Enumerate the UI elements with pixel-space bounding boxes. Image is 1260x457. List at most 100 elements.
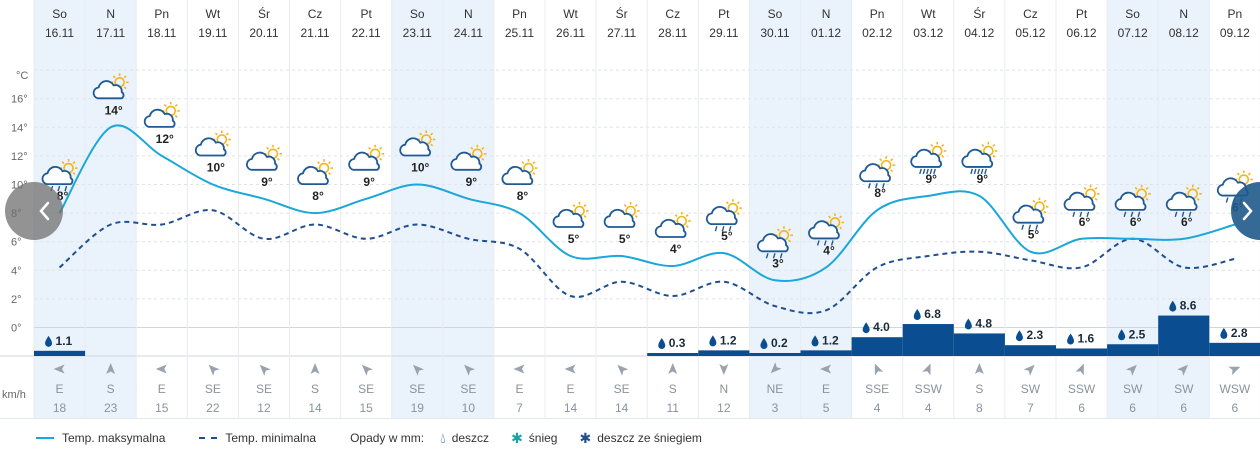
raindrop-icon	[964, 318, 972, 330]
cloud-icon	[1114, 191, 1147, 211]
temp-max-label: 8°	[312, 189, 324, 203]
rain-streak	[1174, 211, 1178, 218]
rain-streak	[1072, 211, 1076, 218]
temp-max-label: 12°	[156, 132, 174, 146]
sun-ray	[1196, 186, 1200, 190]
cloud-icon	[910, 148, 942, 168]
weekend-column	[85, 0, 137, 418]
rain-icon	[41, 159, 78, 192]
wind-arrow-icon	[564, 364, 576, 374]
wind-direction: SW	[1021, 382, 1041, 396]
rain-icon	[859, 156, 896, 189]
raindrop-icon	[760, 338, 768, 349]
day-date: 05.12	[1015, 26, 1045, 40]
sun-ray	[328, 172, 331, 176]
wind-speed: 6	[1129, 401, 1136, 415]
rain-streak	[714, 225, 718, 232]
rain-streak	[922, 168, 926, 175]
cloud-icon	[1012, 204, 1045, 224]
wind-direction: SE	[614, 382, 630, 396]
wind-direction: E	[158, 382, 166, 396]
rain-streak	[772, 253, 776, 259]
rain-streak	[1035, 224, 1039, 230]
wind-arrow-shape	[1228, 366, 1241, 376]
day-date: 06.12	[1067, 26, 1097, 40]
rain-streak	[919, 168, 922, 175]
wind-arrow-shape	[564, 364, 576, 374]
day-name: Wt	[921, 7, 936, 21]
precip-bar	[698, 350, 750, 356]
precip-value: 1.1	[45, 334, 73, 348]
cloud-icon	[245, 151, 278, 171]
sun-ray	[174, 103, 178, 107]
legend-precip-label: Opady w mm:	[350, 431, 425, 445]
prev-button[interactable]	[5, 182, 63, 240]
rain-streak	[977, 168, 981, 175]
precip-value: 1.2	[811, 333, 839, 347]
wind-arrow-shape	[1125, 364, 1137, 376]
day-date: 16.11	[45, 26, 74, 40]
rain-streak	[816, 240, 820, 246]
precip-label: 2.3	[1026, 328, 1043, 342]
sun-ray	[685, 225, 689, 228]
y-tick-label: 0°	[11, 323, 22, 335]
precip-value: 4.0	[862, 320, 890, 334]
cloud-icon	[501, 165, 534, 185]
rain-icon	[1063, 184, 1100, 218]
precip-bar	[953, 333, 1005, 356]
wind-speed: 22	[206, 401, 220, 415]
sun-ray	[828, 215, 832, 219]
temp-max-label: 9°	[926, 172, 938, 186]
rain-streak	[64, 185, 68, 192]
wind-speed: 5	[823, 401, 830, 415]
precip-bar	[647, 353, 699, 356]
wind-direction: S	[311, 382, 319, 396]
day-name: Cz	[1023, 7, 1038, 21]
sun-ray	[1236, 172, 1240, 176]
cloud-icon	[92, 80, 125, 100]
wind-direction: SSW	[915, 382, 943, 396]
dashed-line-swatch	[199, 437, 218, 439]
sun-ray	[787, 228, 791, 232]
raindrop-icon: 💧︎	[440, 430, 446, 446]
cloud-icon	[705, 206, 738, 226]
wind-arrow-shape	[974, 363, 984, 374]
partly-cloudy-icon	[348, 144, 385, 171]
day-name: So	[52, 7, 67, 21]
precip-bar	[1056, 348, 1108, 356]
day-name: Pn	[1228, 7, 1243, 21]
wind-speed: 18	[53, 401, 67, 415]
weekend-column	[391, 0, 443, 418]
sun-ray	[981, 144, 985, 147]
cloud-icon	[603, 208, 636, 228]
wind-speed: 10	[462, 401, 476, 415]
raindrop-icon	[709, 335, 717, 347]
day-name: Śr	[616, 6, 628, 21]
legend-snow-label: śnieg	[528, 431, 558, 445]
rain-streak	[926, 168, 929, 175]
weekend-column	[442, 0, 494, 418]
precip-label: 4.0	[873, 320, 890, 334]
next-button[interactable]	[1231, 182, 1260, 240]
raindrop-icon	[1169, 300, 1177, 312]
wind-arrow-icon	[874, 363, 884, 376]
wind-speed: 12	[717, 401, 731, 415]
partly-cloudy-icon	[450, 144, 487, 171]
rain-streak	[980, 168, 984, 175]
wind-arrow-icon	[1125, 364, 1137, 376]
wind-arrow-shape	[1023, 364, 1035, 376]
day-name: Cz	[665, 7, 680, 21]
rain-streak	[1079, 211, 1083, 218]
wind-speed: 12	[257, 401, 271, 415]
precip-value: 6.8	[913, 307, 941, 321]
day-name: N	[464, 7, 473, 21]
wind-arrow-icon	[413, 364, 424, 376]
legend-rain: 💧︎ deszcz	[440, 431, 489, 445]
temp-max-label: 10°	[411, 161, 429, 175]
sun-ray	[521, 161, 525, 165]
temp-max-label: 6°	[1130, 215, 1142, 229]
precip-bar	[34, 350, 86, 356]
cloud-icon	[450, 151, 483, 171]
sun-ray	[1196, 197, 1200, 201]
wind-direction: S	[669, 382, 677, 396]
